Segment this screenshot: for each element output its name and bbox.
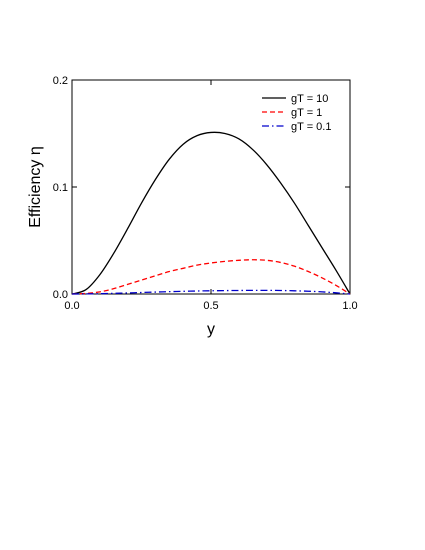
x-tick-label: 0.0	[64, 300, 79, 312]
y-tick-label: 0.0	[53, 289, 68, 301]
legend-label-3: gT = 0.1	[291, 121, 331, 133]
y-tick-label: 0.2	[53, 75, 68, 87]
legend: gT = 10 gT = 1 gT = 0.1	[262, 93, 331, 133]
x-tick-label: 0.5	[203, 300, 218, 312]
series-line-1	[71, 131, 351, 295]
y-tick-label: 0.1	[53, 182, 68, 194]
legend-label-1: gT = 10	[291, 93, 328, 105]
series-layer	[71, 131, 351, 295]
series-line-2	[71, 259, 351, 295]
series-line-3	[71, 289, 351, 295]
legend-label-2: gT = 1	[291, 107, 322, 119]
x-axis-title: y	[207, 321, 215, 338]
x-tick-label: 1.0	[342, 300, 357, 312]
y-axis-title: Efficiency η	[27, 146, 44, 228]
